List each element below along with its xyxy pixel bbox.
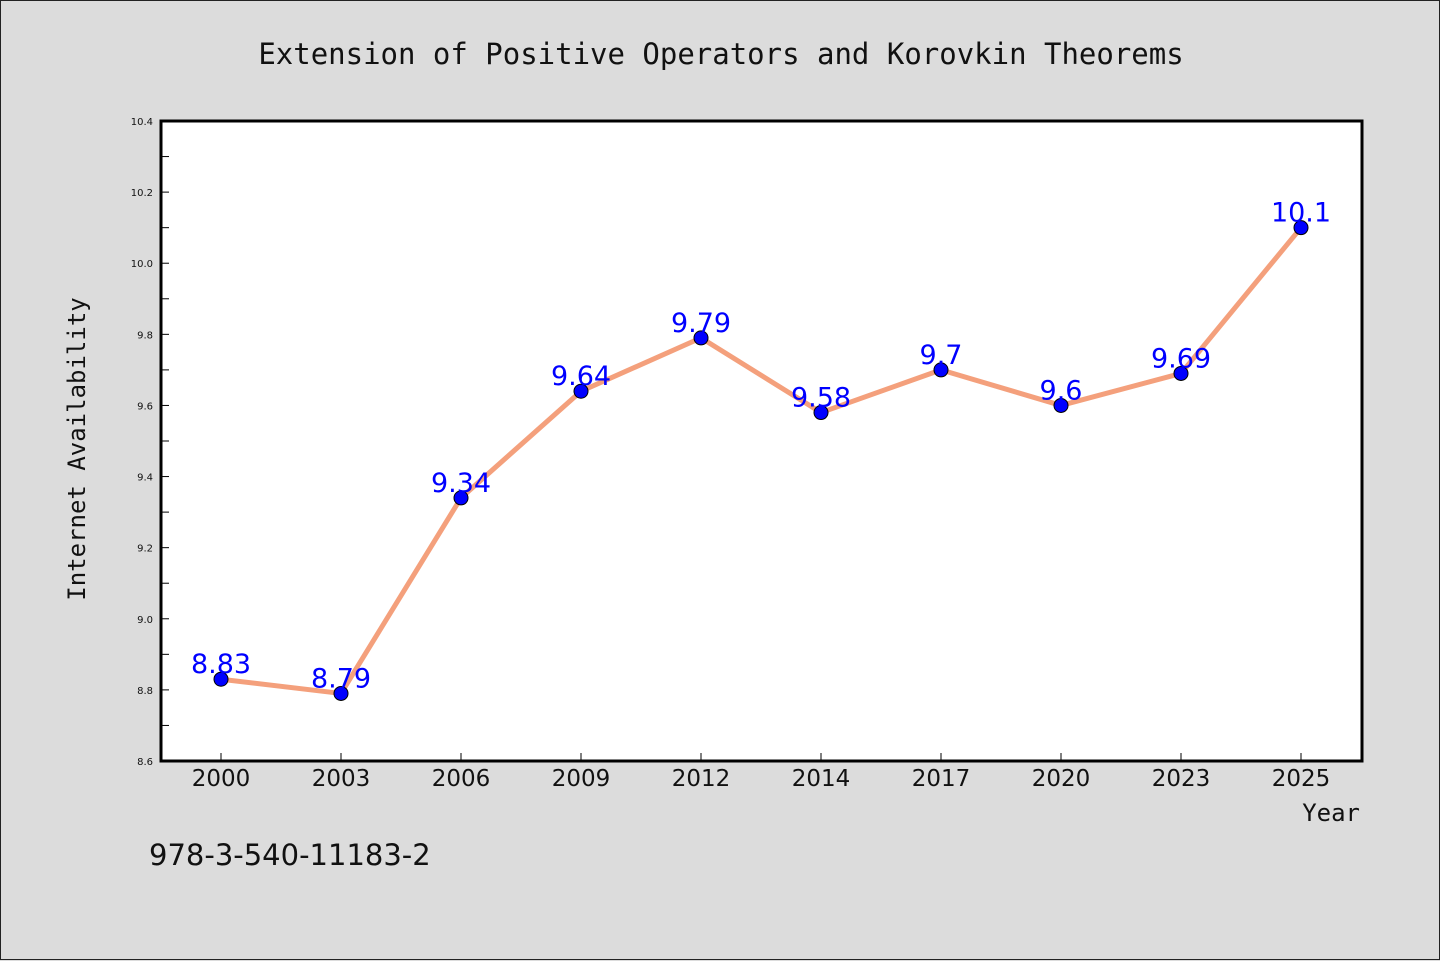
data-point [693,330,709,346]
data-labels-group: 8.83 8.79 9.34 9.64 9.79 9.58 9.7 9.6 9.69 10.1 [191,198,1331,695]
y-tick-label: 10.2 [131,188,153,199]
x-axis-label: Year [1302,799,1360,827]
data-label: 9.58 [791,383,851,414]
data-label: 9.79 [671,308,731,339]
y-axis: 8.6 8.8 9.0 9.2 9.4 9.6 9.8 10.0 10.2 10.4 [131,117,169,768]
y-axis-label: Internet Availability [63,297,91,600]
x-tick-label: 2006 [432,766,491,792]
data-point [453,490,469,506]
data-point [1173,365,1189,381]
chart-title: Extension of Positive Operators and Koro… [258,37,1183,71]
data-point [933,362,949,378]
x-tick-label: 2012 [672,766,731,792]
data-label: 8.79 [311,663,371,694]
x-tick-label: 2014 [792,766,851,792]
y-tick-label: 9.0 [137,615,153,626]
y-tick-label: 8.6 [137,757,153,768]
x-tick-label: 2000 [192,766,251,792]
y-tick-label: 9.4 [137,473,153,484]
y-tick-label: 9.6 [137,401,153,412]
data-label: 8.83 [191,649,251,680]
data-label: 9.34 [431,468,491,499]
data-point [573,383,589,399]
isbn-footnote: 978-3-540-11183-2 [149,838,431,872]
y-tick-label: 10.0 [131,259,153,270]
data-point [333,685,349,701]
markers-group [213,220,1309,701]
data-point [1053,397,1069,413]
x-tick-label: 2023 [1152,766,1211,792]
data-label: 10.1 [1271,198,1331,229]
data-point [1293,220,1309,236]
plot-area [159,119,1364,763]
y-tick-label: 9.8 [137,330,153,341]
data-label: 9.64 [551,361,611,392]
x-tick-label: 2003 [312,766,371,792]
data-point [213,671,229,687]
x-tick-label: 2025 [1272,766,1331,792]
data-label: 9.6 [1040,375,1083,406]
data-label: 9.7 [920,340,963,371]
x-axis: 2000 2003 2006 2009 2012 2014 2017 2020 2023 2025 [192,753,1331,792]
y-tick-label: 10.4 [131,117,153,128]
x-tick-label: 2017 [912,766,971,792]
x-tick-label: 2020 [1032,766,1091,792]
data-point [813,405,829,421]
series-line [218,225,1304,696]
y-tick-label: 9.2 [137,544,153,555]
y-tick-label: 8.8 [137,686,153,697]
series-line-group [218,225,1304,696]
data-label: 9.69 [1151,343,1211,374]
x-tick-label: 2009 [552,766,611,792]
